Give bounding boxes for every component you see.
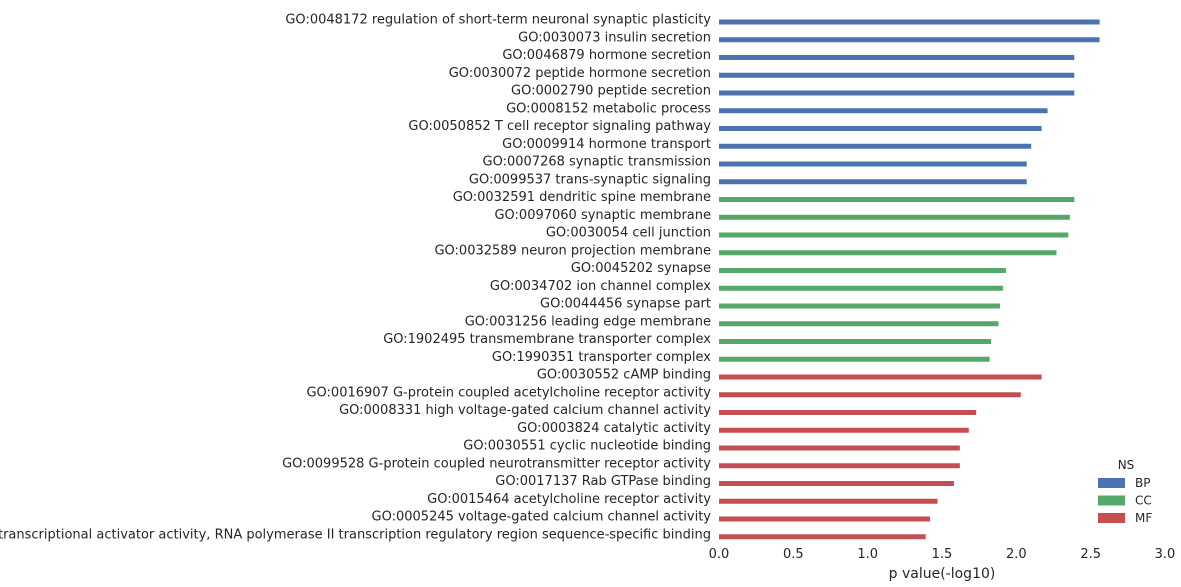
category-label: GO:0046879 hormone secretion — [502, 48, 711, 63]
bar-mf — [719, 498, 938, 504]
legend-swatch-bp — [1098, 478, 1125, 488]
category-label: GO:0045202 synapse — [571, 261, 711, 276]
category-label: GO:0030054 cell junction — [546, 226, 711, 241]
x-axis-label: p value(-log10) — [889, 566, 996, 582]
category-label: GO:0002790 peptide secretion — [511, 84, 711, 99]
category-label: GO:0099528 G-protein coupled neurotransm… — [282, 456, 711, 471]
bar-cc — [719, 197, 1075, 202]
category-label: GO:0031256 leading edge membrane — [465, 314, 711, 329]
category-label: GO:0016907 G-protein coupled acetylcholi… — [306, 385, 711, 400]
x-axis-ticks: 0.0 0.5 1.0 1.5 2.0 2.5 3.0 — [709, 547, 1176, 562]
bar-cc — [719, 232, 1069, 238]
bar-bp — [719, 72, 1075, 78]
bar-cc — [719, 214, 1070, 220]
x-tick-label: 1.5 — [932, 547, 953, 562]
category-label: GO:0048172 regulation of short-term neur… — [285, 13, 711, 28]
x-tick-label: 2.5 — [1080, 547, 1101, 562]
category-label: GO:0008331 high voltage-gated calcium ch… — [339, 403, 711, 418]
category-label: GO:0005245 voltage-gated calcium channel… — [372, 510, 712, 525]
category-label: GO:0050852 T cell receptor signaling pat… — [408, 119, 711, 134]
bar-mf — [719, 445, 960, 451]
category-label: GO:0003824 catalytic activity — [517, 421, 711, 436]
category-label: GO:0030073 insulin secretion — [518, 30, 711, 45]
bar-bp — [719, 143, 1032, 149]
legend-title: NS — [1118, 458, 1135, 472]
category-label: GO:0097060 synaptic membrane — [494, 208, 711, 223]
legend-swatch-cc — [1098, 495, 1125, 506]
bar-mf — [719, 534, 926, 540]
category-label: GO:0044456 synapse part — [540, 297, 711, 312]
bar-bp — [719, 108, 1048, 114]
category-label: GO:0001228 transcriptional activator act… — [0, 527, 711, 542]
bar-cc — [719, 303, 1000, 309]
category-label: GO:0015464 acetylcholine receptor activi… — [427, 492, 711, 507]
x-tick-label: 3.0 — [1155, 547, 1176, 562]
category-label: GO:0030552 cAMP binding — [537, 368, 711, 383]
legend-label-cc: CC — [1135, 494, 1152, 508]
bar-mf — [719, 374, 1042, 380]
bar-cc — [719, 250, 1057, 256]
bar-mf — [719, 516, 931, 522]
category-label: GO:0030072 peptide hormone secretion — [449, 66, 711, 81]
bar-bp — [719, 126, 1042, 131]
bar-bp — [719, 19, 1100, 25]
bar-mf — [719, 392, 1021, 398]
category-labels: GO:0048172 regulation of short-term neur… — [0, 13, 711, 543]
bar-bp — [719, 37, 1100, 43]
category-label: GO:0017137 Rab GTPase binding — [495, 474, 711, 489]
bar-cc — [719, 268, 1006, 273]
legend: NS BP CC MF — [1098, 458, 1152, 525]
category-label: GO:1902495 transmembrane transporter com… — [383, 332, 711, 347]
bar-bp — [719, 55, 1075, 60]
category-label: GO:0032589 neuron projection membrane — [434, 243, 711, 258]
bar-mf — [719, 463, 960, 469]
category-label: GO:0034702 ion channel complex — [490, 279, 711, 294]
bar-cc — [719, 356, 990, 362]
category-label: GO:0007268 synaptic transmission — [483, 155, 711, 170]
category-label: GO:0099537 trans-synaptic signaling — [469, 172, 711, 187]
bar-cc — [719, 339, 992, 344]
bar-cc — [719, 321, 999, 327]
category-label: GO:1990351 transporter complex — [492, 350, 711, 365]
x-tick-label: 0.5 — [783, 547, 804, 562]
bar-bp — [719, 161, 1027, 167]
bar-bp — [719, 90, 1075, 96]
category-label: GO:0008152 metabolic process — [506, 101, 711, 116]
x-tick-label: 1.0 — [857, 547, 878, 562]
x-tick-label: 2.0 — [1006, 547, 1027, 562]
bar-bp — [719, 179, 1027, 185]
category-label: GO:0009914 hormone transport — [502, 137, 711, 152]
category-label: GO:0032591 dendritic spine membrane — [453, 190, 711, 205]
legend-label-mf: MF — [1135, 511, 1152, 525]
legend-swatch-mf — [1098, 513, 1125, 523]
x-tick-label: 0.0 — [709, 547, 730, 562]
bar-mf — [719, 481, 954, 486]
bar-cc — [719, 285, 1003, 291]
bars — [719, 19, 1100, 540]
category-label: GO:0030551 cyclic nucleotide binding — [463, 439, 711, 454]
legend-label-bp: BP — [1135, 476, 1150, 490]
bar-mf — [719, 410, 977, 415]
bar-mf — [719, 427, 969, 433]
